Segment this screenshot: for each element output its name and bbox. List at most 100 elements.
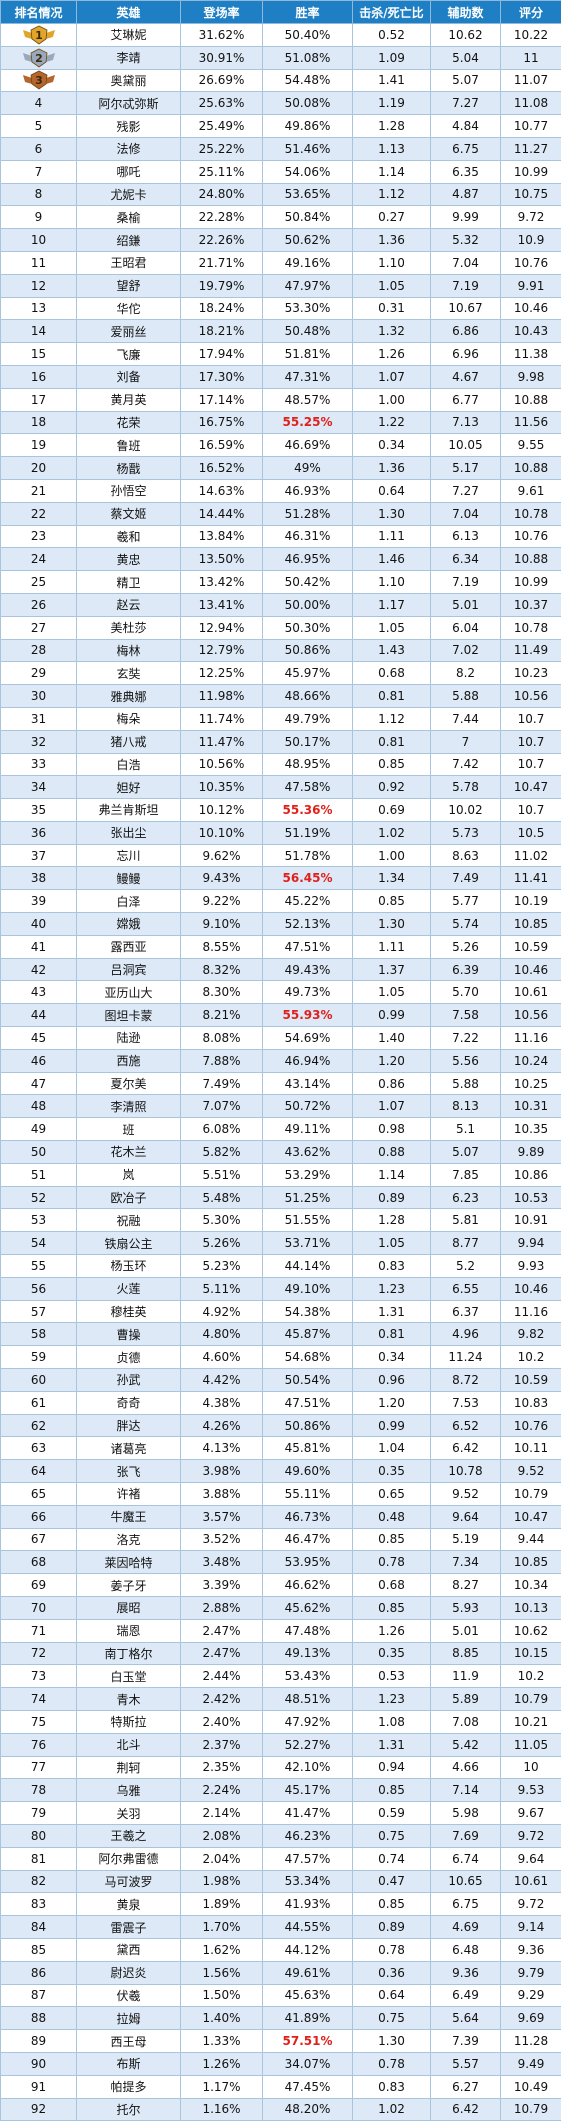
assists-cell: 8.13 — [431, 1095, 501, 1118]
assists-cell: 5.98 — [431, 1802, 501, 1825]
appearance-rate-cell: 13.42% — [181, 571, 263, 594]
appearance-rate-cell: 12.94% — [181, 616, 263, 639]
appearance-rate-cell: 2.04% — [181, 1847, 263, 1870]
win-rate-cell: 55.11% — [263, 1483, 353, 1506]
win-rate-cell: 46.73% — [263, 1505, 353, 1528]
assists-cell: 5.57 — [431, 2052, 501, 2075]
rank-cell: 70 — [1, 1596, 77, 1619]
hero-name-cell: 许褚 — [77, 1483, 181, 1506]
hero-name-cell: 西施 — [77, 1049, 181, 1072]
score-cell: 10.76 — [501, 251, 561, 274]
rank-cell: 62 — [1, 1414, 77, 1437]
kd-ratio-cell: 0.75 — [353, 1824, 431, 1847]
rank-cell: 47 — [1, 1072, 77, 1095]
win-rate-cell: 44.12% — [263, 1938, 353, 1961]
appearance-rate-cell: 8.55% — [181, 935, 263, 958]
rank-cell: 53 — [1, 1209, 77, 1232]
rank-cell: 8 — [1, 183, 77, 206]
win-rate-cell: 45.81% — [263, 1437, 353, 1460]
kd-ratio-cell: 0.27 — [353, 206, 431, 229]
hero-name-cell: 西王母 — [77, 2030, 181, 2053]
kd-ratio-cell: 0.34 — [353, 434, 431, 457]
assists-cell: 7.49 — [431, 867, 501, 890]
assists-cell: 7.53 — [431, 1391, 501, 1414]
hero-name-cell: 法修 — [77, 137, 181, 160]
win-rate-cell: 51.46% — [263, 137, 353, 160]
win-rate-cell: 52.27% — [263, 1733, 353, 1756]
hero-name-cell: 鲁班 — [77, 434, 181, 457]
hero-name-cell: 雅典娜 — [77, 685, 181, 708]
win-rate-cell: 50.86% — [263, 639, 353, 662]
win-rate-cell: 50.40% — [263, 24, 353, 47]
hero-name-cell: 嫦娥 — [77, 913, 181, 936]
rank-cell: 51 — [1, 1163, 77, 1186]
rank-cell: 91 — [1, 2075, 77, 2098]
score-cell: 9.49 — [501, 2052, 561, 2075]
assists-cell: 5.17 — [431, 457, 501, 480]
kd-ratio-cell: 0.35 — [353, 1460, 431, 1483]
assists-cell: 7.14 — [431, 1779, 501, 1802]
assists-cell: 6.23 — [431, 1186, 501, 1209]
assists-cell: 9.99 — [431, 206, 501, 229]
win-rate-cell: 50.17% — [263, 730, 353, 753]
score-cell: 10.61 — [501, 981, 561, 1004]
kd-ratio-cell: 1.19 — [353, 92, 431, 115]
score-cell: 10.99 — [501, 571, 561, 594]
hero-name-cell: 露西亚 — [77, 935, 181, 958]
score-cell: 9.67 — [501, 1802, 561, 1825]
score-cell: 10.47 — [501, 776, 561, 799]
assists-cell: 6.42 — [431, 1437, 501, 1460]
hero-name-cell: 妲好 — [77, 776, 181, 799]
assists-cell: 4.67 — [431, 365, 501, 388]
rank-cell: 26 — [1, 593, 77, 616]
appearance-rate-cell: 2.44% — [181, 1665, 263, 1688]
kd-ratio-cell: 1.37 — [353, 958, 431, 981]
score-cell: 10.11 — [501, 1437, 561, 1460]
kd-ratio-cell: 0.59 — [353, 1802, 431, 1825]
assists-cell: 6.04 — [431, 616, 501, 639]
assists-cell: 5.1 — [431, 1118, 501, 1141]
assists-cell: 7.27 — [431, 92, 501, 115]
hero-name-cell: 猪八戒 — [77, 730, 181, 753]
score-cell: 10.15 — [501, 1642, 561, 1665]
rank-cell: 1 — [1, 24, 77, 47]
assists-cell: 5.56 — [431, 1049, 501, 1072]
hero-name-cell: 贞德 — [77, 1346, 181, 1369]
assists-cell: 11.24 — [431, 1346, 501, 1369]
score-cell: 10.22 — [501, 24, 561, 47]
appearance-rate-cell: 6.08% — [181, 1118, 263, 1141]
score-cell: 10.88 — [501, 548, 561, 571]
medal-rank-number: 2 — [35, 52, 43, 65]
assists-cell: 6.13 — [431, 525, 501, 548]
rank-cell: 50 — [1, 1141, 77, 1164]
appearance-rate-cell: 2.14% — [181, 1802, 263, 1825]
rank-cell: 34 — [1, 776, 77, 799]
score-cell: 10.76 — [501, 525, 561, 548]
kd-ratio-cell: 0.85 — [353, 1779, 431, 1802]
assists-cell: 9.36 — [431, 1961, 501, 1984]
kd-ratio-cell: 1.10 — [353, 251, 431, 274]
score-cell: 10.24 — [501, 1049, 561, 1072]
appearance-rate-cell: 10.35% — [181, 776, 263, 799]
kd-ratio-cell: 1.31 — [353, 1733, 431, 1756]
hero-name-cell: 乌雅 — [77, 1779, 181, 1802]
assists-cell: 6.52 — [431, 1414, 501, 1437]
score-cell: 10.7 — [501, 799, 561, 822]
kd-ratio-cell: 0.65 — [353, 1483, 431, 1506]
kd-ratio-cell: 1.43 — [353, 639, 431, 662]
assists-cell: 5.42 — [431, 1733, 501, 1756]
score-cell: 9.44 — [501, 1528, 561, 1551]
score-cell: 10.7 — [501, 730, 561, 753]
score-cell: 10.46 — [501, 297, 561, 320]
rank-cell: 74 — [1, 1688, 77, 1711]
rank-cell: 24 — [1, 548, 77, 571]
rank-cell: 2 — [1, 46, 77, 69]
